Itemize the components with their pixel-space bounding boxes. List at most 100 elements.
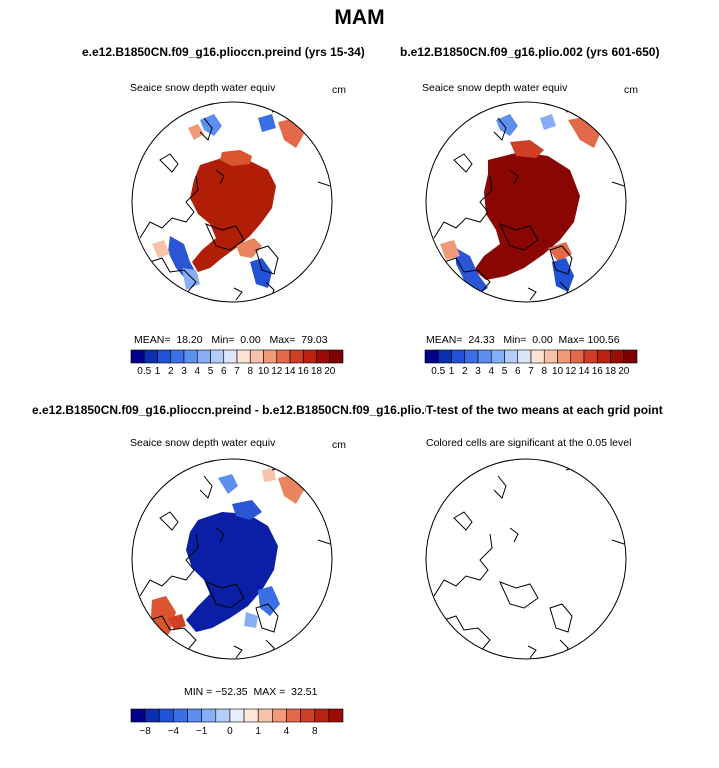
colorbar-tick-label: −1 bbox=[196, 726, 208, 737]
colorbar-tick-label: 12 bbox=[565, 366, 577, 377]
colorbar-swatch bbox=[596, 349, 611, 364]
panel1-stats: MEAN= 18.20 Min= 0.00 Max= 79.03 bbox=[134, 334, 328, 346]
colorbar-tick-label: 4 bbox=[194, 366, 200, 377]
panel3-subtitle: Seaice snow depth water equiv bbox=[130, 437, 276, 449]
colorbar-swatch bbox=[329, 349, 344, 364]
colorbar-swatch bbox=[229, 708, 245, 723]
panel4-subtitle: Colored cells are significant at the 0.0… bbox=[426, 437, 632, 449]
colorbar-tick-label: 12 bbox=[271, 366, 283, 377]
panel3-map bbox=[131, 458, 333, 660]
colorbar-tick-label: 8 bbox=[247, 366, 253, 377]
max-label: Max= bbox=[269, 334, 296, 346]
colorbar-swatch bbox=[236, 349, 251, 364]
colorbar-tick-label: 6 bbox=[221, 366, 227, 377]
colorbar-swatch bbox=[477, 349, 492, 364]
colorbar-swatch bbox=[530, 349, 545, 364]
colorbar-tick-label: 14 bbox=[284, 366, 296, 377]
colorbar-swatch bbox=[314, 708, 330, 723]
colorbar-swatch bbox=[276, 349, 291, 364]
colorbar-tick-label: −4 bbox=[168, 726, 180, 737]
colorbar-swatch bbox=[451, 349, 466, 364]
panel2-subtitle: Seaice snow depth water equiv bbox=[422, 82, 568, 94]
colorbar-tick-label: 1 bbox=[155, 366, 161, 377]
min-value: 0.00 bbox=[240, 334, 261, 346]
min-label: MIN = bbox=[184, 686, 213, 698]
colorbar-tick-label: 20 bbox=[324, 366, 336, 377]
colorbar-tick-label: 4 bbox=[284, 726, 290, 737]
colorbar-swatch bbox=[328, 708, 344, 723]
colorbar-tick-label: 2 bbox=[168, 366, 174, 377]
colorbar-swatch bbox=[249, 349, 264, 364]
colorbar-tick-label: 6 bbox=[515, 366, 521, 377]
colorbar-tick-label: 8 bbox=[541, 366, 547, 377]
colorbar-swatch bbox=[187, 708, 202, 723]
colorbar-swatch bbox=[170, 349, 185, 364]
colorbar-swatch bbox=[183, 349, 198, 364]
colorbar-swatch bbox=[257, 708, 273, 723]
colorbar-tick-label: 3 bbox=[181, 366, 187, 377]
max-value: 79.03 bbox=[301, 334, 328, 346]
colorbar-tick-label: 5 bbox=[208, 366, 214, 377]
colorbar-swatch bbox=[610, 349, 625, 364]
diff-field-negative bbox=[186, 512, 278, 632]
colorbar-swatch bbox=[144, 708, 160, 723]
snow-field-high bbox=[190, 158, 276, 272]
colorbar-swatch bbox=[623, 349, 638, 364]
colorbar-swatch bbox=[570, 349, 585, 364]
colorbar-tick-label: 4 bbox=[488, 366, 494, 377]
colorbar-swatch bbox=[157, 349, 172, 364]
colorbar-swatch bbox=[130, 349, 145, 364]
colorbar-panel3: −8 −4 −1 0 1 4 8 bbox=[130, 708, 344, 737]
colorbar-tick-label: 10 bbox=[552, 366, 564, 377]
colorbar-swatch bbox=[263, 349, 278, 364]
panel2-units: cm bbox=[624, 84, 638, 96]
min-value: −52.35 bbox=[215, 686, 248, 698]
panel4-title: T-test of the two means at each grid poi… bbox=[426, 403, 663, 417]
colorbar-tick-label: 3 bbox=[475, 366, 481, 377]
colorbar-swatch bbox=[201, 708, 217, 723]
max-value: 32.51 bbox=[291, 686, 318, 698]
mean-value: 24.33 bbox=[468, 334, 495, 346]
colorbar-swatch bbox=[143, 349, 158, 364]
min-value: 0.00 bbox=[532, 334, 553, 346]
colorbar-swatch bbox=[130, 708, 146, 723]
colorbar-panel1: 0.5 1 2 3 4 5 6 7 8 10 12 14 16 18 20 bbox=[130, 349, 344, 377]
colorbar-swatch bbox=[289, 349, 304, 364]
colorbar-swatch bbox=[464, 349, 479, 364]
panel2-title: b.e12.B1850CN.f09_g16.plio.002 (yrs 601-… bbox=[400, 45, 660, 59]
colorbar-tick-label: 8 bbox=[312, 726, 318, 737]
panel1-map bbox=[131, 101, 333, 303]
min-label: Min= bbox=[503, 334, 527, 346]
panel3-stats: MIN = −52.35 MAX = 32.51 bbox=[184, 686, 317, 698]
panel1-units: cm bbox=[332, 84, 346, 96]
colorbar-tick-label: 0.5 bbox=[431, 366, 445, 377]
colorbar-tick-label: 5 bbox=[502, 366, 508, 377]
panel2-map bbox=[425, 101, 627, 303]
colorbar-swatch bbox=[300, 708, 316, 723]
colorbar-tick-label: 1 bbox=[449, 366, 455, 377]
colorbar-swatch bbox=[316, 349, 331, 364]
panel2-stats: MEAN= 24.33 Min= 0.00 Max= 100.56 bbox=[426, 334, 620, 346]
colorbar-swatch bbox=[286, 708, 301, 723]
colorbar-swatch bbox=[504, 349, 519, 364]
colorbar-tick-label: 7 bbox=[528, 366, 534, 377]
colorbar-tick-label: 18 bbox=[605, 366, 617, 377]
colorbar-swatch bbox=[243, 708, 259, 723]
colorbar-swatch bbox=[223, 349, 238, 364]
panel4-map bbox=[425, 458, 627, 660]
colorbar-tick-label: 16 bbox=[298, 366, 310, 377]
max-label: Max= bbox=[558, 334, 585, 346]
colorbar-swatch bbox=[543, 349, 558, 364]
max-value: 100.56 bbox=[587, 334, 620, 346]
colorbar-swatch bbox=[437, 349, 452, 364]
mean-label: MEAN= bbox=[134, 334, 171, 346]
snow-field-high bbox=[474, 152, 580, 280]
colorbar-tick-label: 0 bbox=[227, 726, 233, 737]
colorbar-tick-label: 16 bbox=[592, 366, 604, 377]
panel3-units: cm bbox=[332, 439, 346, 451]
figure-title: MAM bbox=[334, 6, 385, 29]
mean-value: 18.20 bbox=[176, 334, 203, 346]
colorbar-swatch bbox=[557, 349, 572, 364]
min-label: Min= bbox=[211, 334, 235, 346]
